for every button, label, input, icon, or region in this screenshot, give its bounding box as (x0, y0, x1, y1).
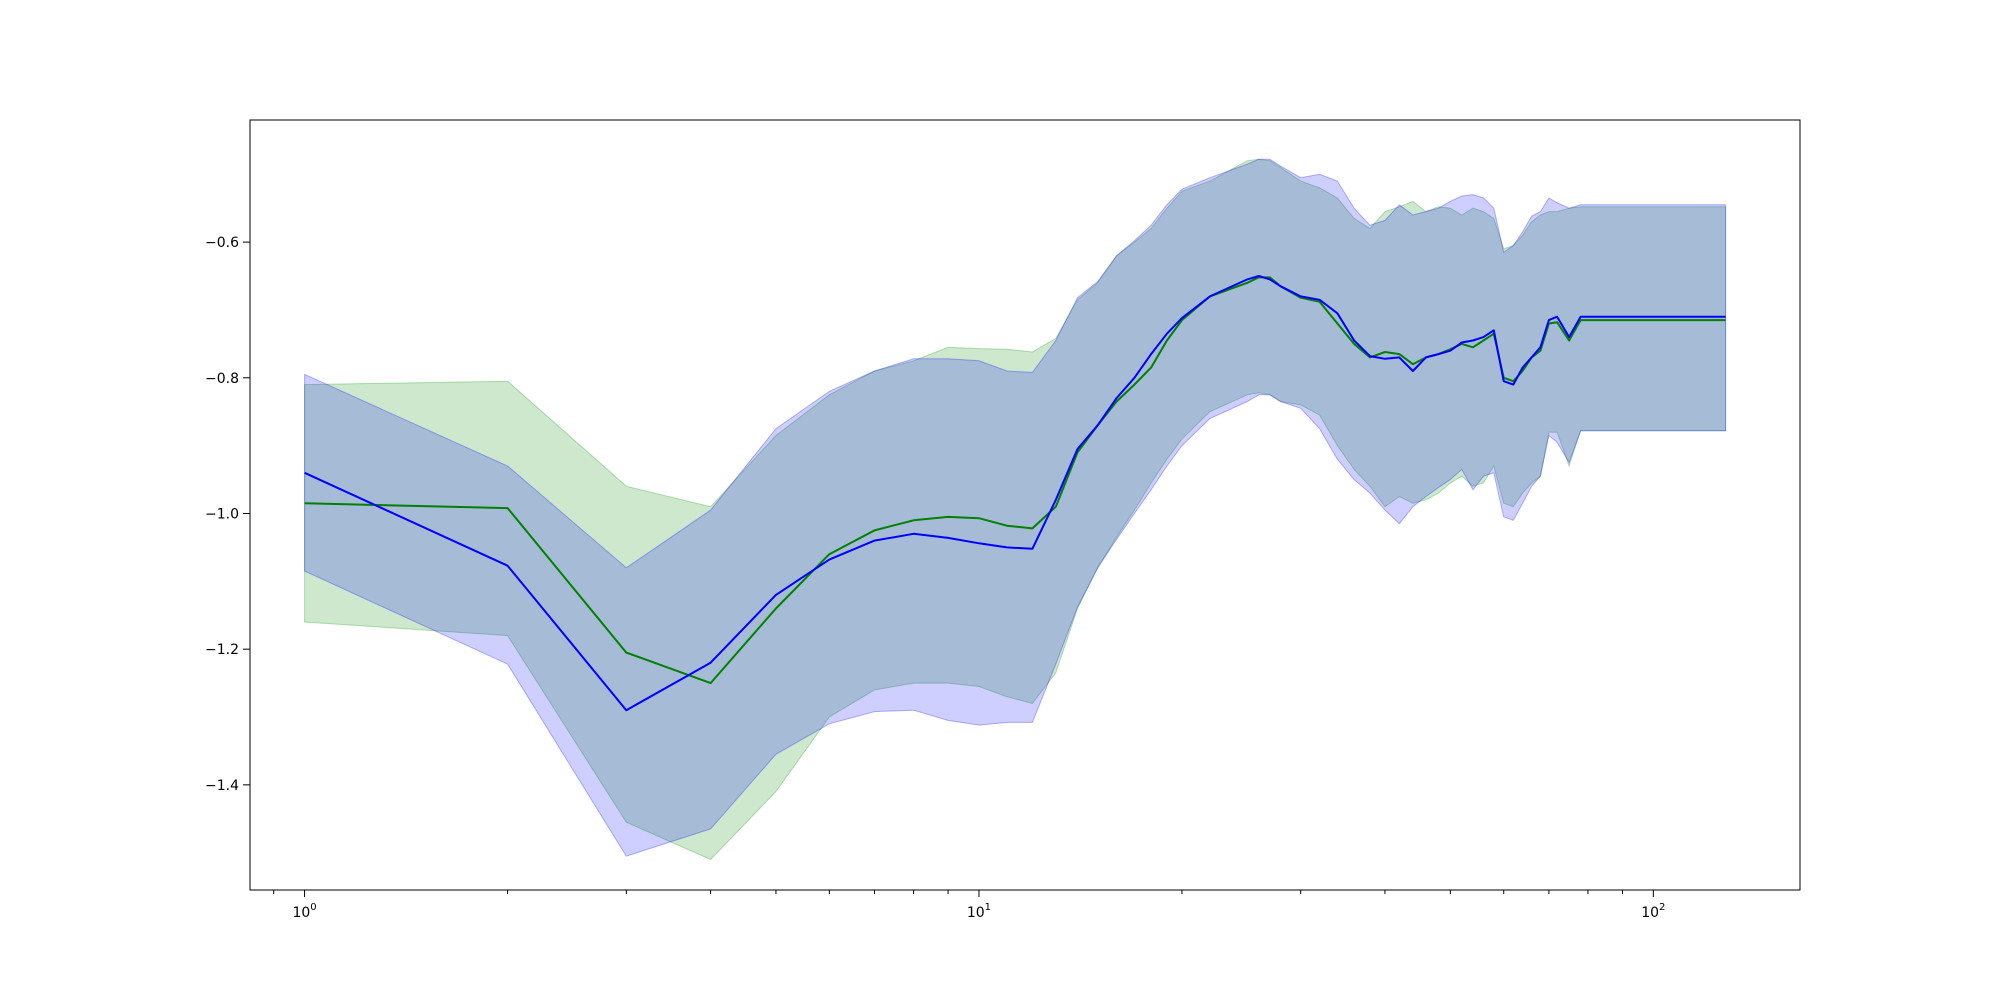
y-tick-label: −1.0 (205, 506, 239, 522)
y-axis: −0.6 −0.8 −1.0 −1.2 −1.4 (205, 235, 250, 794)
y-tick-label: −0.8 (205, 371, 239, 387)
x-axis: 100 101 102 (273, 890, 1665, 921)
axes-frame (249, 119, 1801, 891)
series-1-band (304, 158, 1727, 861)
plot-area (304, 158, 1727, 861)
x-tick-label: 101 (967, 902, 991, 921)
y-tick-label: −1.2 (205, 642, 239, 658)
series-2-band (304, 158, 1727, 857)
series-1-line (304, 276, 1726, 685)
x-tick-label: 100 (292, 902, 316, 921)
series-2-line (304, 275, 1726, 712)
y-tick-label: −1.4 (205, 778, 239, 794)
y-tick-label: −0.6 (205, 235, 239, 251)
x-tick-label: 102 (1641, 902, 1665, 921)
